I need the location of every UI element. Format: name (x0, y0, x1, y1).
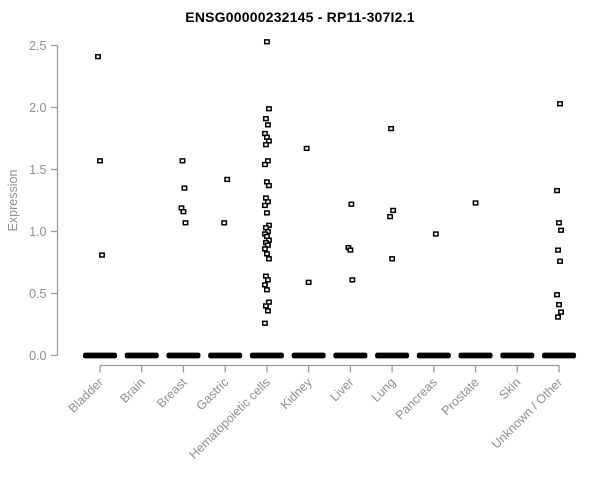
data-point (305, 279, 312, 285)
data-point (303, 145, 310, 152)
zero-expression-bar (375, 352, 410, 359)
data-point (555, 247, 561, 253)
zero-expression-bar (124, 352, 159, 359)
x-tick-label: Skin (496, 375, 523, 402)
data-point (349, 277, 356, 283)
x-tick-label: Kidney (278, 375, 315, 412)
data-point (264, 308, 271, 314)
data-point (264, 199, 271, 205)
x-tick-label: Prostate (439, 375, 482, 418)
data-point (556, 302, 562, 308)
x-tick-label: Bladder (66, 375, 106, 415)
y-tick-label: 2.0 (29, 101, 46, 115)
data-point (265, 106, 272, 112)
data-point (557, 258, 563, 264)
data-point (554, 292, 560, 298)
data-point (265, 256, 272, 262)
data-point (347, 247, 354, 253)
y-tick-label: 2.5 (29, 39, 46, 53)
data-point (265, 138, 272, 144)
y-tick-label: 1.5 (29, 163, 46, 177)
data-point (99, 252, 105, 258)
data-point (263, 210, 270, 216)
zero-expression-bar (208, 352, 243, 359)
zero-expression-bar (333, 352, 368, 359)
data-point (95, 54, 101, 60)
data-point (554, 187, 560, 194)
zero-expression-bar (249, 352, 284, 359)
data-point (97, 158, 103, 164)
data-point (432, 231, 439, 237)
data-point (179, 158, 186, 164)
data-point (558, 309, 564, 315)
zero-expression-bar (416, 352, 451, 359)
data-point (348, 201, 355, 207)
zero-expression-bar (500, 352, 535, 359)
data-point (263, 287, 270, 293)
data-point (557, 101, 563, 107)
zero-expression-bar (542, 352, 577, 359)
data-point (182, 220, 189, 226)
zero-expression-bar (458, 352, 493, 359)
data-point (181, 185, 188, 191)
data-point (180, 209, 187, 215)
zero-expression-bar (83, 352, 117, 359)
data-point (264, 277, 271, 283)
x-tick-label: Gastric (193, 375, 231, 413)
x-tick-label: Breast (154, 375, 190, 411)
zero-expression-bar (166, 352, 201, 359)
data-point (261, 202, 268, 209)
zero-expression-bar (291, 352, 326, 359)
x-tick-label: Liver (327, 375, 356, 404)
data-point (264, 122, 271, 128)
data-point (261, 282, 268, 288)
data-point (472, 200, 479, 206)
data-point (556, 220, 562, 226)
data-point (224, 176, 231, 183)
data-point (264, 158, 271, 164)
data-point (261, 161, 268, 168)
data-point (262, 142, 269, 148)
y-tick-label: 0.5 (29, 287, 46, 301)
y-tick-label: 0.0 (29, 349, 46, 363)
y-tick-label: 1.0 (29, 225, 46, 239)
data-point (262, 303, 269, 309)
data-point (261, 320, 268, 326)
data-point (265, 182, 272, 189)
data-point (264, 242, 271, 248)
data-point (558, 227, 564, 233)
data-point (261, 246, 268, 252)
x-tick-label: Brain (117, 375, 148, 406)
data-point (263, 251, 270, 257)
chart-title: ENSG00000232145 - RP11-307I2.1 (185, 9, 415, 25)
x-tick-label: Unknown / Other (489, 375, 565, 451)
data-point (388, 125, 395, 132)
data-point (221, 220, 228, 226)
data-point (387, 213, 394, 220)
data-point (263, 39, 270, 45)
data-point (265, 299, 272, 305)
x-tick-label: Lung (369, 375, 399, 405)
data-point (390, 207, 397, 214)
x-tick-label: Hematopoietic cells (186, 375, 273, 462)
data-point (555, 314, 561, 320)
data-point (389, 256, 396, 262)
y-axis-title: Expression (6, 170, 20, 232)
data-point (262, 116, 269, 122)
x-tick-label: Pancreas (393, 375, 440, 422)
